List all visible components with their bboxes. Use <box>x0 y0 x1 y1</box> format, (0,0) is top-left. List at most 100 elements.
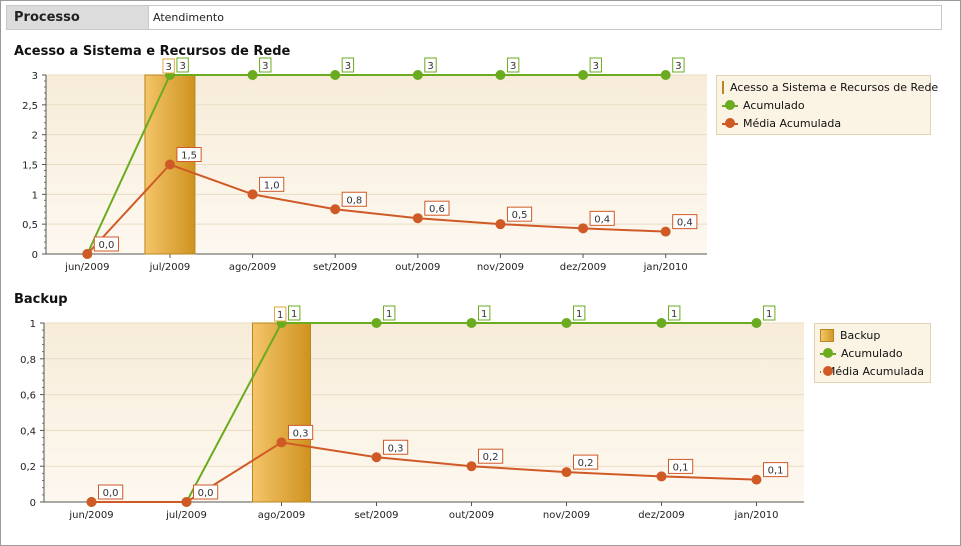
chart-2-xtick-label: dez/2009 <box>638 510 685 521</box>
chart-1-xtick-label: dez/2009 <box>560 262 607 273</box>
chart-1-acumulado-label: 3 <box>589 57 602 73</box>
legend-swatch-line <box>722 99 738 111</box>
chart-2-media-point <box>371 452 382 463</box>
chart-1-acumulado-line <box>86 74 666 255</box>
chart-1-acumulado-point <box>495 70 506 80</box>
svg-text:1: 1 <box>576 309 582 320</box>
svg-text:0,6: 0,6 <box>429 204 445 215</box>
svg-text:0,5: 0,5 <box>512 210 528 221</box>
chart-2-media-point <box>561 467 572 478</box>
chart-2-media-point <box>656 471 667 482</box>
chart-1-media-label: 0,5 <box>506 206 533 222</box>
chart-2-acumulado-line <box>91 322 757 503</box>
chart-1-legend: Acesso a Sistema e Recursos de Rede Acumu… <box>716 75 938 135</box>
chart-2-acumulado-point <box>656 318 667 328</box>
svg-text:3: 3 <box>262 61 268 72</box>
chart-1-media-point <box>660 226 671 237</box>
chart-1-media-point <box>412 213 423 224</box>
chart-2-acumulado-label: 1 <box>763 305 776 321</box>
svg-text:0,0: 0,0 <box>103 488 119 499</box>
process-label: Processo <box>7 6 149 29</box>
chart-1-acumulado-label: 3 <box>672 57 685 73</box>
svg-text:1: 1 <box>386 309 392 320</box>
chart-1-acumulado-point <box>578 70 589 80</box>
chart-1-media-label: 0,6 <box>424 200 450 216</box>
svg-text:1: 1 <box>277 310 283 321</box>
chart-2-media-label: 0,1 <box>763 462 789 478</box>
svg-text:0,3: 0,3 <box>293 428 309 439</box>
process-row: Processo Atendimento <box>6 5 942 30</box>
chart-2-bar <box>252 322 311 503</box>
legend-label: Acumulado <box>743 98 805 112</box>
chart-2-ytick-label: 1 <box>30 319 36 330</box>
svg-text:0,2: 0,2 <box>483 452 499 463</box>
chart-1-acumulado-label: 3 <box>506 57 520 73</box>
chart-1-ytick-label: 3 <box>32 71 38 82</box>
chart-2-bar-label: 1 <box>274 306 287 322</box>
chart-2-media-point <box>181 497 192 507</box>
svg-text:0,4: 0,4 <box>594 214 610 225</box>
svg-text:0,8: 0,8 <box>346 195 362 206</box>
chart-1-media-point <box>578 223 589 234</box>
chart-1-media-label: 0,4 <box>589 210 615 226</box>
chart-1-acumulado-label: 3 <box>341 57 355 73</box>
chart-2-media-label: 0,2 <box>478 448 504 464</box>
chart-2-acumulado-point <box>751 318 762 328</box>
chart-1-xtick-label: jul/2009 <box>149 262 191 273</box>
legend-swatch-line <box>820 347 836 359</box>
svg-text:1: 1 <box>291 309 297 320</box>
chart-1: 0 0,5 1 1,5 2 2,5 3 jun/2009 jul/2009 ago/2009 set… <box>22 57 707 273</box>
chart-1-media-point <box>82 249 93 259</box>
chart-2-ytick-label: 0 <box>30 498 36 509</box>
svg-text:3: 3 <box>427 61 433 72</box>
chart-2-ytick-label: 0,2 <box>20 462 36 473</box>
legend-label: Acumulado <box>841 346 903 360</box>
legend-item: Acumulado <box>717 96 930 114</box>
chart-2-media-label: 0,3 <box>383 439 409 455</box>
chart-2-xtick-label: jul/2009 <box>165 510 207 521</box>
chart-1-acumulado-label: 3 <box>424 57 437 73</box>
legend-label: Média Acumulada <box>825 364 924 378</box>
chart-2-media-point <box>751 474 762 485</box>
chart-1-acumulado-point <box>660 70 671 80</box>
legend-item: Média Acumulada <box>815 362 930 380</box>
chart-2-media-label: 0,1 <box>668 458 694 474</box>
legend-item: Backup <box>815 326 930 344</box>
chart-1-media-line <box>86 163 666 255</box>
legend-swatch-line <box>722 117 738 129</box>
chart-1-media-point <box>247 189 258 200</box>
svg-text:3: 3 <box>593 61 599 72</box>
chart-1-acumulado-point <box>247 70 258 80</box>
legend-swatch-bar <box>722 80 724 94</box>
chart-2-media-point <box>276 437 287 448</box>
chart-2-acumulado-label: 1 <box>573 305 586 321</box>
chart-1-media-label: 1,5 <box>176 147 202 162</box>
svg-text:3: 3 <box>345 61 351 72</box>
chart-2-ytick-label: 0,8 <box>20 355 36 366</box>
svg-text:1: 1 <box>481 309 487 320</box>
legend-item: Acumulado <box>815 344 930 362</box>
svg-text:1,0: 1,0 <box>264 180 280 191</box>
chart-1-media-point <box>495 219 506 230</box>
chart-1-xtick-label: jan/2010 <box>643 262 688 273</box>
chart-1-acumulado-label: 3 <box>259 57 272 73</box>
chart-2-acumulado-label: 1 <box>668 305 681 321</box>
chart-2-media-label: 0,3 <box>288 424 314 440</box>
chart-2-xtick-label: jun/2009 <box>68 510 113 521</box>
chart-2-ytick-label: 0,4 <box>20 426 36 437</box>
chart-1-ytick-label: 0 <box>32 250 38 261</box>
chart-2-plot-area <box>44 323 804 502</box>
svg-text:0,4: 0,4 <box>677 218 693 229</box>
chart-1-media-label: 0,8 <box>341 191 367 207</box>
svg-text:0,1: 0,1 <box>768 466 784 477</box>
chart-2-media-point <box>86 497 97 507</box>
chart-1-ytick-label: 0,5 <box>22 220 38 231</box>
chart-2-acumulado-point <box>371 318 382 328</box>
chart-2-xtick-label: ago/2009 <box>258 510 305 521</box>
chart-2-title: Backup <box>14 292 68 307</box>
legend-label: Acesso a Sistema e Recursos de Rede <box>730 80 939 94</box>
legend-swatch-line <box>820 365 832 377</box>
legend-item: Média Acumulada <box>717 114 930 132</box>
chart-1-acumulado-point <box>330 70 341 80</box>
legend-label: Média Acumulada <box>743 116 842 130</box>
